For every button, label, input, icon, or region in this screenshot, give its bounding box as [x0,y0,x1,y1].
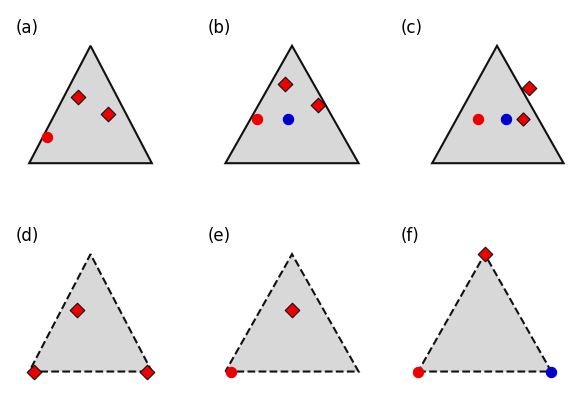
Text: (b): (b) [208,19,231,37]
Point [501,117,510,124]
Point [142,369,151,375]
Text: (c): (c) [401,19,423,37]
Point [280,82,290,88]
Point [524,85,533,92]
Polygon shape [29,47,152,164]
Point [74,94,83,101]
Point [413,369,423,375]
Point [287,307,297,314]
Point [314,103,323,109]
Text: (d): (d) [15,227,39,245]
Point [72,307,81,314]
Polygon shape [432,47,564,164]
Point [480,251,489,258]
Polygon shape [29,254,152,372]
Text: (a): (a) [15,19,38,37]
Point [103,112,113,118]
Polygon shape [225,47,359,164]
Point [473,117,482,124]
Point [226,369,235,375]
Point [42,134,51,141]
Point [547,369,556,375]
Text: (f): (f) [401,227,419,245]
Text: (e): (e) [208,227,231,245]
Polygon shape [225,254,359,372]
Point [30,369,39,375]
Polygon shape [418,254,551,372]
Point [284,117,293,124]
Point [519,117,528,124]
Point [252,117,262,124]
